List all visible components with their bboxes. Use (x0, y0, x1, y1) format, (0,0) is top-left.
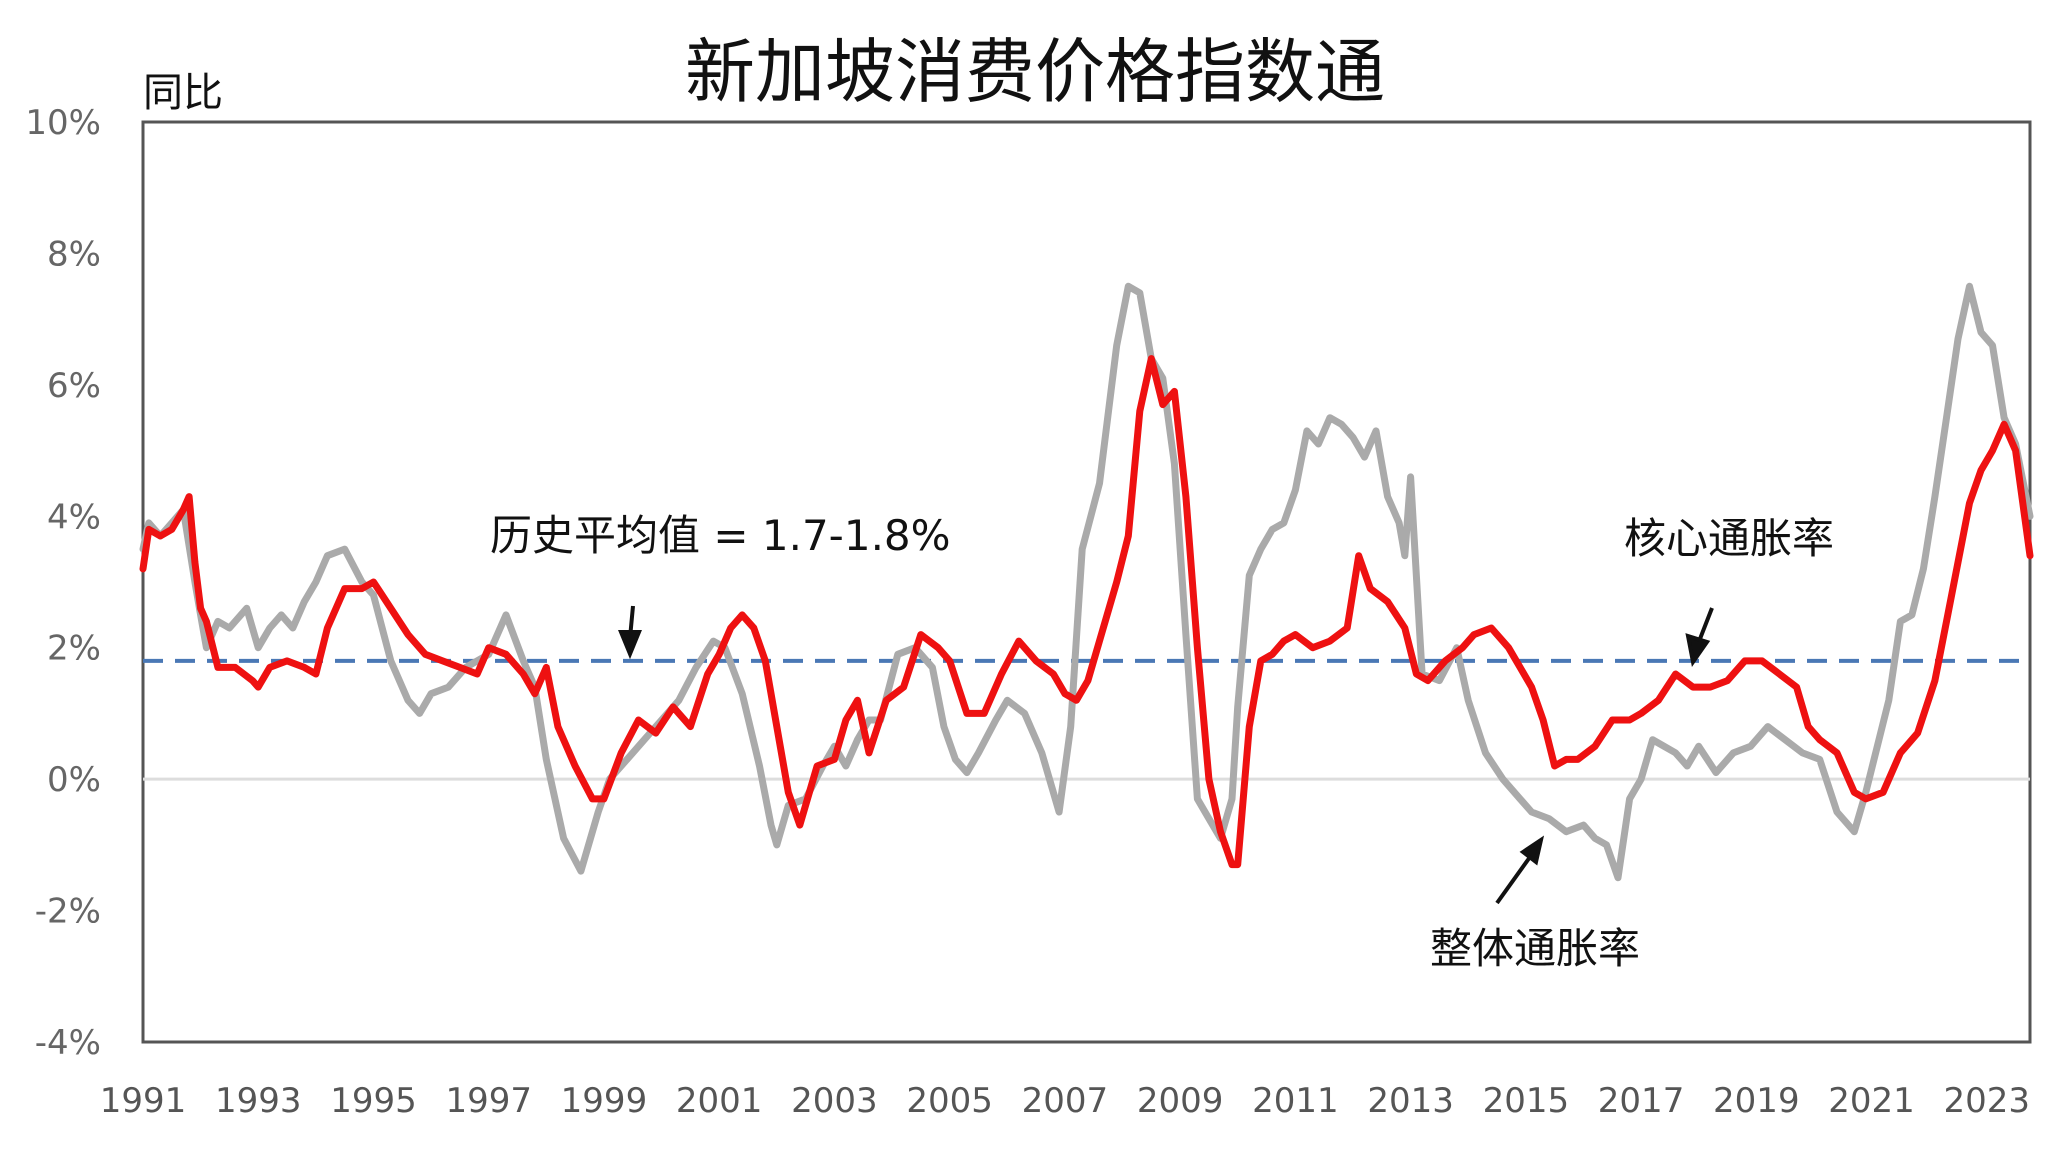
chart-title: 新加坡消费价格指数通 (685, 31, 1385, 113)
x-tick-label: 1999 (561, 1081, 648, 1121)
x-tick-label: 1993 (215, 1081, 302, 1121)
series-group (139, 282, 2034, 882)
headline-annotation: 整体通胀率 (1430, 924, 1640, 973)
y-tick-label: 2% (47, 629, 101, 669)
core-annotation: 核心通胀率 (1624, 514, 1834, 563)
y-axis-title: 同比 (143, 70, 223, 116)
x-tick-labels: 1991 1993 1995 1997 1999 2001 2003 2005 2007 2009… (100, 1081, 2030, 1121)
y-tick-labels: 10% 8% 6% 4% 2% 0% -2% -4% (25, 103, 101, 1063)
y-tick-label: 10% (25, 103, 101, 143)
x-tick-label: 1991 (100, 1081, 187, 1121)
x-tick-label: 2003 (791, 1081, 878, 1121)
y-tick-label: -2% (35, 892, 101, 932)
x-tick-label: 2013 (1367, 1081, 1454, 1121)
y-tick-label: 8% (47, 234, 101, 274)
average-annotation: 历史平均值 = 1.7-1.8% (490, 511, 951, 560)
plot-frame (141, 120, 2032, 1044)
x-tick-label: 2009 (1137, 1081, 1224, 1121)
x-tick-label: 2019 (1713, 1081, 1800, 1121)
x-tick-label: 2017 (1598, 1081, 1685, 1121)
x-tick-label: 2007 (1022, 1081, 1109, 1121)
y-tick-label: -4% (35, 1023, 101, 1063)
headline-inflation-line (139, 282, 2034, 882)
average-arrow (618, 605, 642, 660)
x-tick-label: 2001 (676, 1081, 763, 1121)
y-tick-label: 4% (47, 497, 101, 537)
x-tick-label: 1995 (330, 1081, 417, 1121)
x-tick-label: 2005 (906, 1081, 993, 1121)
headline-arrow (1495, 835, 1545, 905)
x-tick-label: 1997 (445, 1081, 532, 1121)
x-tick-label: 2021 (1828, 1081, 1915, 1121)
core-inflation-line (139, 355, 2034, 869)
x-tick-label: 2015 (1483, 1081, 1570, 1121)
x-tick-label: 2011 (1252, 1081, 1339, 1121)
y-tick-label: 6% (47, 366, 101, 406)
y-tick-label: 0% (47, 760, 101, 800)
x-tick-label: 2023 (1944, 1081, 2031, 1121)
core-arrow (1685, 607, 1714, 668)
